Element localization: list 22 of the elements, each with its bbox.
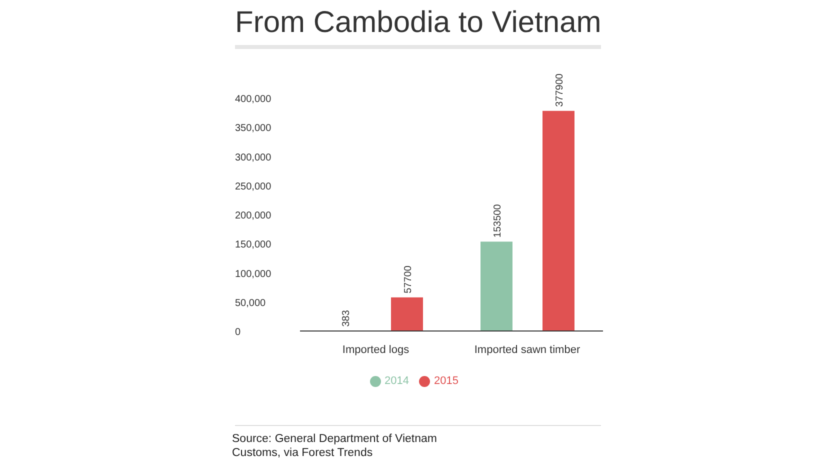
legend-label: 2015 — [434, 375, 458, 387]
x-tick-label: Imported sawn timber — [474, 344, 580, 356]
y-tick-label: 400,000 — [235, 94, 272, 105]
legend-label: 2014 — [384, 375, 409, 387]
y-tick-label: 300,000 — [235, 152, 272, 164]
data-label: 57700 — [403, 265, 414, 294]
data-label: 153500 — [492, 204, 504, 238]
data-label: 377900 — [554, 73, 566, 107]
source-note: Source: General Department of Vietnam Customs, via Forest Trends — [232, 432, 438, 460]
data-label: 383 — [341, 310, 352, 327]
bar — [542, 110, 574, 331]
y-tick-label: 50,000 — [235, 298, 266, 309]
bar — [480, 242, 512, 331]
x-tick-label: Imported logs — [342, 344, 410, 356]
y-tick-label: 250,000 — [235, 181, 272, 192]
y-tick-label: 100,000 — [235, 268, 272, 280]
bar — [391, 297, 423, 331]
y-tick-label: 200,000 — [235, 210, 272, 222]
y-tick-label: 150,000 — [235, 240, 272, 251]
y-tick-label: 350,000 — [235, 123, 272, 134]
chart-title: From Cambodia to Vietnam — [235, 6, 602, 40]
y-tick-label: 0 — [235, 327, 241, 338]
